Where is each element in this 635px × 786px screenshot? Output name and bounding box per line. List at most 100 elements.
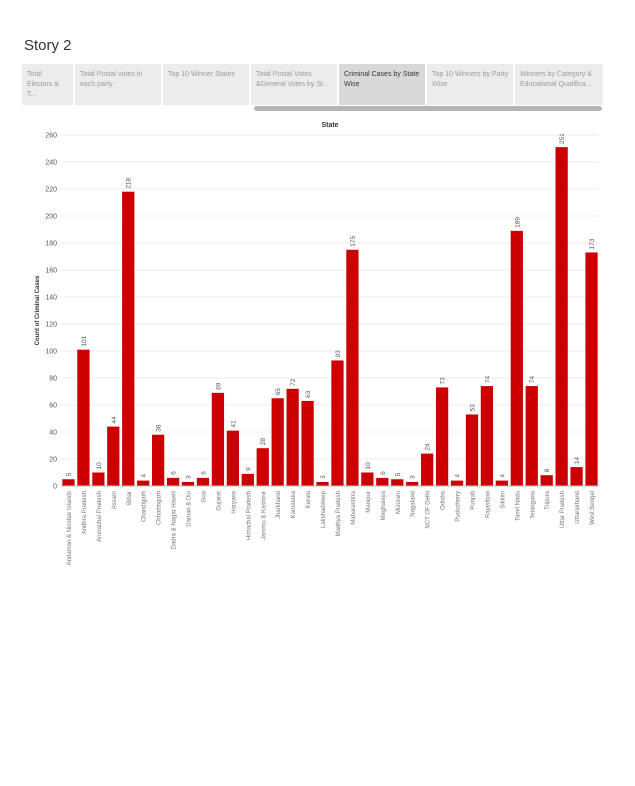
data-label: 173 <box>589 238 596 249</box>
x-tick-label: Mizoram <box>396 491 402 514</box>
bar <box>181 481 195 486</box>
bar <box>540 475 553 486</box>
data-label: 9 <box>245 467 252 471</box>
data-label: 175 <box>350 236 357 247</box>
data-label: 24 <box>425 443 432 451</box>
data-label: 101 <box>81 335 88 346</box>
bar <box>376 477 389 486</box>
data-label: 6 <box>380 471 387 475</box>
bar <box>331 360 344 486</box>
story-title: Story 2 <box>24 37 72 54</box>
data-label: 4 <box>141 474 148 478</box>
x-tick-label: Andhra Pradesh <box>82 491 88 534</box>
x-tick-label: Puducherry <box>456 491 462 522</box>
bar <box>450 480 464 486</box>
x-tick-label: Telangana <box>530 490 536 518</box>
data-label: 3 <box>410 475 417 479</box>
x-tick-label: Chandigarh <box>142 491 148 522</box>
data-label: 4 <box>455 474 462 478</box>
y-tick-label: 240 <box>45 160 57 167</box>
bar <box>211 392 225 486</box>
data-label: 6 <box>200 471 207 475</box>
x-tick-label: Arunachal Pradesh <box>97 491 103 542</box>
tab-top-10-winners-party[interactable]: Top 10 Winners by Party Wise <box>427 64 513 105</box>
y-tick-label: 160 <box>45 268 57 275</box>
y-tick-label: 220 <box>45 187 57 194</box>
bar <box>122 191 135 486</box>
x-tick-label: Tamil Nadu <box>515 491 521 521</box>
story-tabs: Total Electors & T... Total Postal votes… <box>22 64 603 105</box>
data-label: 74 <box>529 375 536 383</box>
x-tick-label: Meghalaya <box>381 490 387 520</box>
data-label: 53 <box>469 404 476 412</box>
bar <box>196 477 210 486</box>
x-tick-label: Dadra & Nagar Haveli <box>172 491 178 549</box>
x-tick-label: Odisha <box>441 490 447 510</box>
bar <box>495 480 508 486</box>
tabs-scrollbar[interactable] <box>254 106 602 111</box>
data-label: 5 <box>395 472 402 476</box>
data-label: 8 <box>544 468 551 472</box>
x-tick-label: Uttar Pradesh <box>560 491 566 528</box>
x-tick-label: Punjab <box>470 490 476 509</box>
bar <box>465 414 479 486</box>
y-tick-label: 100 <box>45 349 57 356</box>
tab-total-electors[interactable]: Total Electors & T... <box>22 64 73 105</box>
y-tick-label: 260 <box>45 133 57 140</box>
x-tick-label: Chhattisgarh <box>157 491 163 525</box>
data-label: 3 <box>320 475 327 479</box>
x-tick-label: NCT OF Delhi <box>426 491 432 529</box>
data-label: 93 <box>335 350 342 358</box>
bar <box>435 387 449 486</box>
bar <box>107 426 120 486</box>
y-tick-label: 80 <box>49 376 57 383</box>
data-label: 73 <box>440 377 447 385</box>
tab-winners-category-education[interactable]: Winners by Category & Educational Qualif… <box>515 64 603 105</box>
y-tick-label: 180 <box>45 241 57 248</box>
bar <box>92 472 105 486</box>
y-tick-label: 40 <box>49 430 57 437</box>
data-label: 38 <box>156 424 163 432</box>
x-tick-label: Bihar <box>127 491 133 505</box>
x-tick-label: Himachal Pradesh <box>246 491 252 540</box>
y-tick-label: 120 <box>45 322 57 329</box>
data-label: 63 <box>305 390 312 398</box>
data-label: 74 <box>484 375 491 383</box>
bar <box>480 386 494 486</box>
x-tick-label: Uttarakhand <box>575 491 581 524</box>
bar <box>62 479 75 486</box>
x-tick-label: Maharashtra <box>351 490 357 524</box>
bar <box>226 430 239 486</box>
x-tick-label: Jharkhand <box>276 491 282 519</box>
x-tick-label: Jammu & Kashmir <box>261 491 267 540</box>
x-tick-label: Lakshadweep <box>321 490 327 528</box>
x-tick-label: Manipur <box>366 491 372 513</box>
data-label: 72 <box>290 378 297 386</box>
bar <box>391 479 404 486</box>
bar <box>241 473 254 486</box>
bar <box>406 481 419 486</box>
tab-criminal-cases[interactable]: Criminal Cases by State Wise <box>339 64 425 105</box>
data-label: 5 <box>66 472 73 476</box>
x-tick-label: Haryana <box>231 490 237 513</box>
y-tick-label: 200 <box>45 214 57 221</box>
bar <box>421 453 434 486</box>
bar <box>137 480 150 486</box>
y-tick-label: 20 <box>49 457 57 464</box>
x-tick-label: Assam <box>112 491 118 509</box>
bar <box>510 230 523 486</box>
bar <box>286 388 299 486</box>
data-label: 3 <box>186 475 193 479</box>
x-axis-title: State <box>321 122 338 129</box>
data-label: 14 <box>574 456 581 464</box>
bar <box>301 400 314 486</box>
data-label: 6 <box>171 471 178 475</box>
tab-postal-general-votes[interactable]: Total Postal Votes &General Votes by St.… <box>251 64 337 105</box>
bar <box>570 467 583 486</box>
data-label: 189 <box>514 217 521 228</box>
bar <box>361 472 374 486</box>
tab-total-postal-votes-party[interactable]: Total Postal votes in each party <box>75 64 161 105</box>
tab-top-10-winner-states[interactable]: Top 10 Winner States <box>163 64 249 105</box>
bar <box>77 349 90 486</box>
x-tick-label: Rajasthan <box>485 491 491 518</box>
